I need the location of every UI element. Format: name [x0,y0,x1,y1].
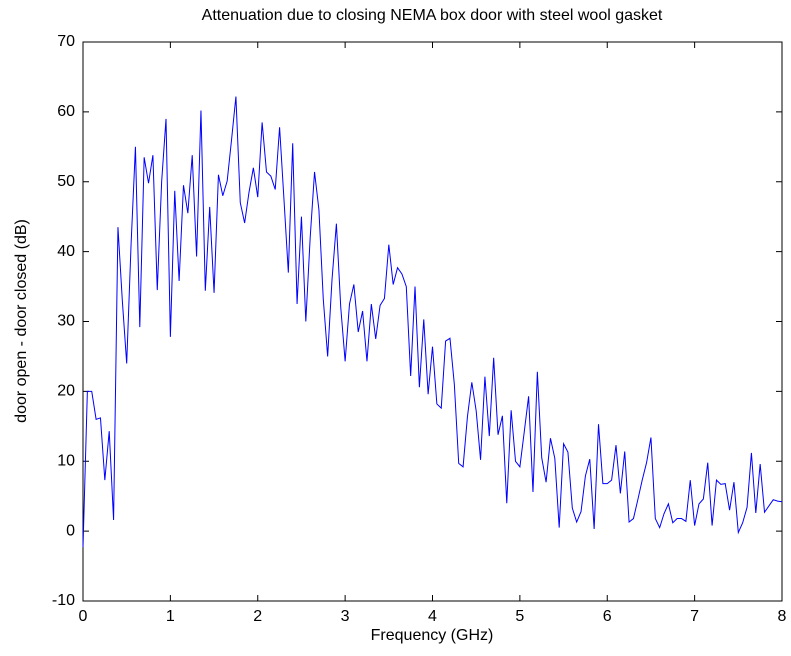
y-tick-label: -10 [52,592,75,609]
x-tick-label: 5 [515,608,524,625]
x-tick-label: 4 [428,608,437,625]
x-tick-label: 3 [341,608,350,625]
x-tick-label: 7 [690,608,699,625]
y-tick-label: 30 [57,313,75,330]
chart-title: Attenuation due to closing NEMA box door… [202,7,663,24]
y-tick-label: 60 [57,103,75,120]
y-axis-label: door open - door closed (dB) [13,219,30,423]
x-tick-label: 0 [79,608,88,625]
x-axis-label: Frequency (GHz) [371,627,494,644]
y-tick-label: 10 [57,452,75,469]
y-tick-label: 50 [57,173,75,190]
x-tick-label: 8 [778,608,787,625]
data-line [82,96,783,548]
x-tick-label: 2 [253,608,262,625]
plot-frame [82,41,783,602]
y-tick-label: 40 [57,243,75,260]
y-tick-label: 70 [57,33,75,50]
y-tick-label: 20 [57,383,75,400]
x-tick-label: 1 [166,608,175,625]
x-tick-label: 6 [603,608,612,625]
y-tick-label: 0 [66,522,75,539]
